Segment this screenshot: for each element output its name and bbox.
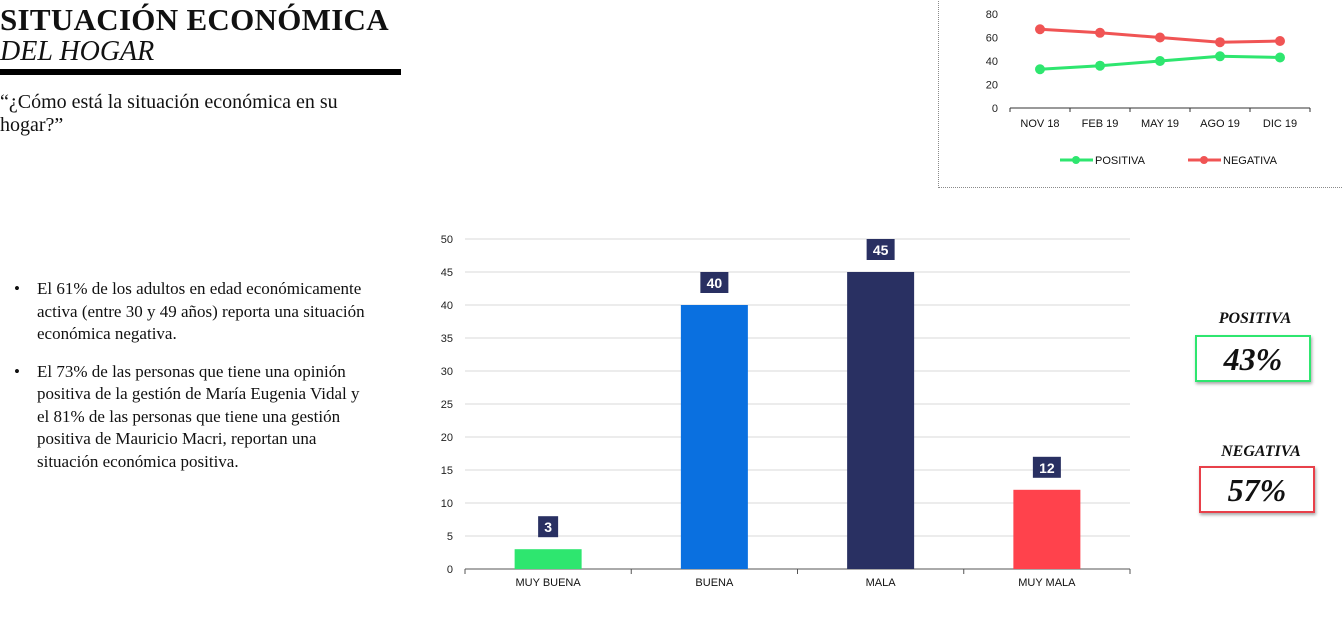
finding-text: El 73% de las personas que tiene una opi… (37, 361, 360, 471)
y-tick-label: 45 (441, 267, 453, 279)
distribution-bar-chart: 0 5 10 15 20 25 30 35 40 45 50 3 MUY BUENA 40 BUENA 45 M… (441, 234, 1131, 589)
bar (1013, 489, 1081, 569)
data-label: 12 (1039, 460, 1055, 476)
bullet-icon: • (14, 361, 20, 381)
x-tick-label: MAY 19 (1141, 118, 1179, 130)
positive-kpi-value: 43% (1195, 335, 1311, 382)
data-point (1275, 52, 1285, 63)
data-label-bg (1032, 456, 1061, 478)
finding-item: • El 61% de los adultos en edad económic… (14, 278, 374, 346)
data-label: 3 (544, 519, 552, 535)
x-tick-label: MUY BUENA (516, 577, 582, 589)
bullet-icon: • (14, 279, 20, 298)
y-tick-label: 30 (441, 366, 453, 378)
data-point (1095, 27, 1105, 38)
data-label-bg (538, 516, 559, 538)
y-tick-label: 25 (441, 399, 453, 411)
findings-list: • El 61% de los adultos en edad económic… (14, 278, 374, 488)
y-tick-label: 60 (986, 33, 998, 45)
x-tick-label: MUY MALA (1018, 577, 1076, 589)
bar (680, 305, 748, 569)
y-tick-label: 0 (992, 103, 998, 115)
data-label-bg (866, 239, 895, 260)
data-point (1155, 32, 1165, 43)
legend-marker (1200, 156, 1208, 164)
data-point (1035, 24, 1045, 35)
y-tick-label: 20 (441, 432, 453, 444)
finding-text: El 61% de los adultos en edad económicam… (37, 279, 365, 343)
y-tick-label: 20 (986, 80, 998, 92)
x-tick-label: DIC 19 (1263, 118, 1297, 130)
y-tick-label: 15 (441, 465, 453, 477)
page-subtitle: DEL HOGAR (0, 36, 155, 67)
positive-kpi-label: POSITIVA (1218, 310, 1292, 327)
data-label: 40 (707, 275, 723, 291)
data-label: 45 (873, 242, 889, 258)
y-tick-label: 80 (986, 9, 998, 21)
title-underline (0, 69, 401, 75)
y-tick-label: 10 (441, 498, 453, 510)
data-point (1215, 51, 1225, 62)
negative-kpi-label: NEGATIVA (1221, 443, 1301, 460)
x-tick-label: MALA (866, 577, 897, 589)
data-point (1095, 60, 1105, 71)
legend-marker (1072, 156, 1080, 164)
y-tick-label: 0 (447, 564, 453, 576)
data-label-bg (700, 272, 729, 293)
x-tick-label: BUENA (695, 577, 734, 589)
survey-question: “¿Cómo está la situación económica en su… (0, 91, 338, 136)
legend-label: NEGATIVA (1223, 155, 1278, 167)
page-title: SITUACIÓN ECONÓMICA (0, 2, 389, 37)
negative-kpi-value: 57% (1199, 466, 1315, 513)
x-tick-label: NOV 18 (1020, 118, 1059, 130)
data-point (1275, 36, 1285, 47)
bar (847, 272, 915, 569)
trend-chart-frame (938, 0, 1343, 188)
bar (514, 549, 582, 569)
finding-item: • El 73% de las personas que tiene una o… (14, 361, 374, 474)
data-point (1035, 64, 1045, 75)
data-point (1155, 56, 1165, 66)
y-tick-label: 5 (447, 531, 453, 543)
x-tick-label: FEB 19 (1082, 118, 1119, 130)
legend-label: POSITIVA (1095, 155, 1146, 167)
y-tick-label: 40 (441, 300, 453, 312)
y-tick-label: 40 (986, 56, 998, 68)
data-point (1215, 37, 1225, 48)
y-tick-label: 35 (441, 333, 453, 345)
y-tick-label: 50 (441, 234, 453, 246)
x-tick-label: AGO 19 (1200, 118, 1240, 130)
trend-line-chart: 0 20 40 60 80 NOV 18 FEB 19 MAY 19 AGO 19 DIC 19 P… (986, 9, 1311, 167)
